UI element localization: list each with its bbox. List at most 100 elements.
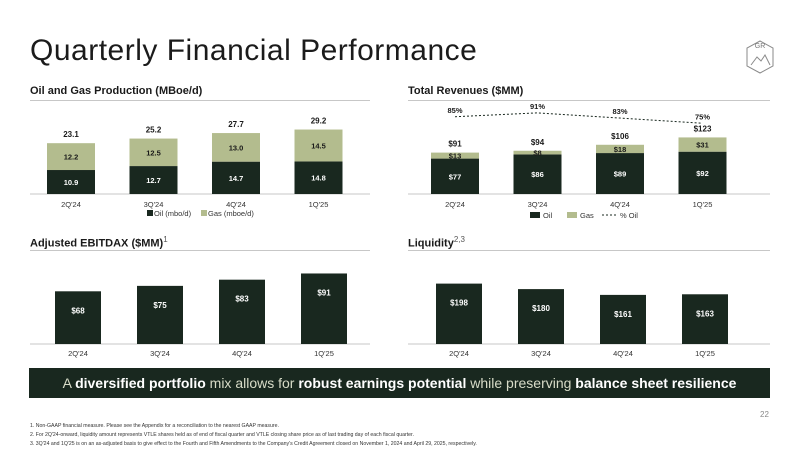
production-gas-label: 12.5 (146, 148, 161, 157)
production-bar-gas (212, 133, 260, 162)
liquidity-bar (518, 289, 564, 344)
liquidity-bar-label: $161 (614, 310, 632, 319)
logo-icon (746, 40, 774, 74)
production-total-label: 23.1 (63, 130, 79, 139)
ebitdax-bar-label: $83 (235, 295, 249, 304)
ebitdax-bar (301, 273, 347, 344)
production-gas-label: 13.0 (229, 143, 244, 152)
revenues-title-rule (408, 100, 770, 101)
liquidity-bar-label: $180 (532, 304, 550, 313)
revenues-bar-gas (678, 137, 727, 152)
logo-text: GR (754, 43, 766, 50)
production-total-label: 27.7 (228, 120, 244, 129)
liquidity-bar (682, 294, 728, 344)
ebitdax-bar-label: $68 (71, 306, 85, 315)
production-bar-gas (47, 143, 95, 171)
revenues-x-tick: 1Q'25 (693, 200, 713, 209)
production-gas-label: 12.2 (64, 153, 79, 162)
production-oil-label: 14.7 (229, 174, 244, 183)
production-legend-gas-swatch (201, 210, 207, 216)
revenues-legend-gas-swatch (567, 212, 577, 218)
ebitdax-bar (137, 285, 183, 344)
revenues-bar-oil (513, 154, 562, 194)
ebitdax-bar-label: $91 (317, 288, 331, 297)
liquidity-title-sup: 2,3 (453, 235, 465, 244)
revenues-total-label: $123 (694, 124, 712, 133)
production-legend-oil: Oil (mbo/d) (154, 209, 192, 218)
revenues-oil-label: $77 (449, 172, 462, 181)
revenues-legend-gas: Gas (580, 211, 594, 220)
liquidity-title-text: Liquidity (408, 237, 454, 250)
footnotes: 1. Non-GAAP financial measure. Please se… (30, 422, 477, 449)
revenues-oil-label: $86 (531, 170, 544, 179)
production-bar-oil (47, 170, 95, 194)
revenues-x-tick: 2Q'24 (445, 200, 465, 209)
banner-bold-3: balance sheet resilience (575, 375, 737, 391)
revenues-legend-oil-swatch (530, 212, 540, 218)
production-title-rule (30, 100, 370, 101)
revenues-total-label: $91 (448, 140, 462, 149)
banner-text-1: A (62, 375, 76, 391)
production-oil-label: 14.8 (311, 174, 326, 183)
revenues-gas-label: $13 (449, 152, 462, 161)
liquidity-x-tick: 3Q'24 (531, 349, 551, 358)
production-x-tick: 4Q'24 (226, 200, 246, 209)
revenues-oil-label: $92 (696, 169, 709, 178)
ebitdax-x-tick: 4Q'24 (232, 349, 252, 358)
production-chart: 10.9 12.2 23.1 2Q'24 12.7 12.5 25.2 3Q'24 14.7 13… (30, 117, 370, 218)
ebitdax-bar (55, 291, 101, 344)
production-oil-label: 10.9 (64, 178, 79, 187)
production-gas-label: 14.5 (311, 141, 326, 150)
ebitdax-x-tick: 3Q'24 (150, 349, 170, 358)
liquidity-title: Liquidity2,3 (408, 235, 465, 250)
revenues-bar-oil (596, 153, 644, 194)
liquidity-bar-label: $198 (450, 299, 468, 308)
liquidity-bar (600, 294, 646, 344)
production-x-tick: 1Q'25 (309, 200, 329, 209)
footnote-3: 3. 3Q'24 and 1Q'25 is on an as-adjusted … (30, 441, 477, 447)
liquidity-x-tick: 1Q'25 (695, 349, 715, 358)
ebitdax-chart: $68 2Q'24 $75 3Q'24 $83 4Q'24 $91 1Q'25 (30, 273, 370, 358)
revenues-legend-pct-oil: % Oil (620, 211, 638, 220)
revenues-gas-label: $8 (533, 149, 541, 158)
liquidity-x-tick: 2Q'24 (449, 349, 469, 358)
revenues-pct-oil-label: 83% (612, 107, 627, 116)
revenues-x-tick: 4Q'24 (610, 200, 630, 209)
revenues-gas-label: $18 (614, 145, 627, 154)
production-oil-label: 12.7 (146, 176, 161, 185)
ebitdax-title-rule (30, 250, 370, 251)
revenues-bar-oil (678, 151, 727, 194)
production-x-tick: 2Q'24 (61, 200, 81, 209)
banner-bold-1: diversified portfolio (75, 375, 206, 391)
revenues-x-tick: 3Q'24 (528, 200, 548, 209)
revenues-bar-gas (513, 150, 562, 155)
liquidity-chart: $198 2Q'24 $180 3Q'24 $161 4Q'24 $163 1Q'25 (408, 283, 770, 358)
liquidity-x-tick: 4Q'24 (613, 349, 633, 358)
production-legend-oil-swatch (147, 210, 153, 216)
ebitdax-bar (219, 279, 265, 344)
page-title: Quarterly Financial Performance (30, 34, 478, 67)
liquidity-bar-label: $163 (696, 309, 714, 318)
ebitdax-x-tick: 1Q'25 (314, 349, 334, 358)
production-total-label: 25.2 (146, 126, 162, 135)
revenues-total-label: $106 (611, 132, 629, 141)
production-bar-gas (129, 138, 178, 167)
ebitdax-title-text: Adjusted EBITDAX ($MM) (30, 237, 164, 250)
revenues-chart: $77 $13 $91 2Q'24 $86 $8 $94 3Q'24 $89 $18 $106 4Q'… (408, 102, 770, 220)
revenues-pct-oil-label: 91% (530, 102, 545, 111)
ebitdax-x-tick: 2Q'24 (68, 349, 88, 358)
ebitdax-title-sup: 1 (163, 235, 168, 244)
revenues-gas-label: $31 (696, 141, 709, 150)
footnote-2: 2. For 2Q'24-onward, liquidity amount re… (30, 432, 414, 438)
summary-banner: A diversified portfolio mix allows for r… (29, 368, 770, 398)
revenues-total-label: $94 (531, 138, 545, 147)
company-logo: GR (745, 40, 775, 74)
revenues-pct-oil-label: 85% (447, 106, 462, 115)
liquidity-bar (436, 283, 482, 344)
production-bar-oil (212, 161, 260, 194)
production-legend-gas: Gas (mboe/d) (208, 209, 254, 218)
page-number: 22 (760, 410, 769, 419)
footnote-1: 1. Non-GAAP financial measure. Please se… (30, 423, 279, 429)
banner-bold-2: robust earnings potential (298, 375, 467, 391)
banner-text-2: mix allows for (205, 375, 299, 391)
